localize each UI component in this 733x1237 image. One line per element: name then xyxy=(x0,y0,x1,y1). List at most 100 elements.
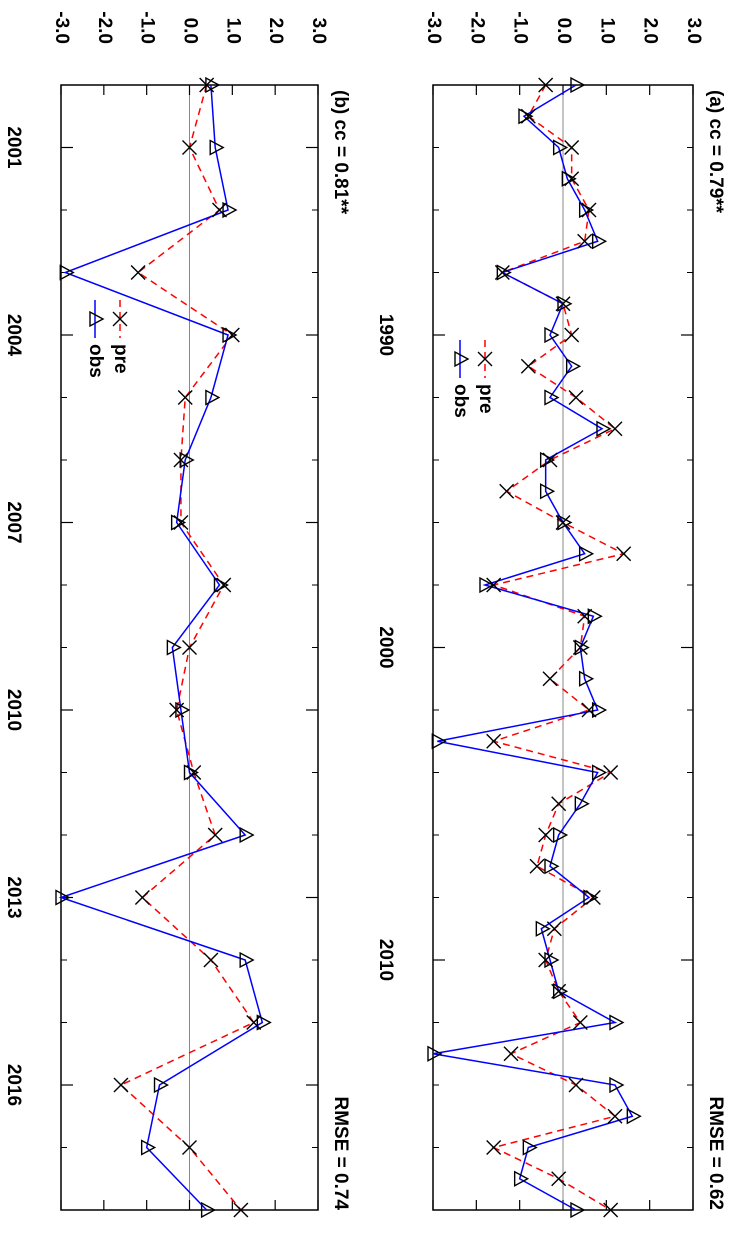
y-tick-label: 3.0 xyxy=(308,18,329,44)
legend-label: pre xyxy=(110,344,131,374)
marker xyxy=(177,390,193,405)
annotation: RMSE = 0.62 xyxy=(705,1096,726,1210)
y-tick-label: 1.0 xyxy=(596,18,617,44)
marker xyxy=(564,327,580,343)
y-tick-label: -2.0 xyxy=(466,11,487,44)
marker xyxy=(577,608,593,624)
marker xyxy=(544,858,560,875)
marker xyxy=(479,576,495,594)
marker xyxy=(166,639,182,656)
marker xyxy=(59,264,75,281)
marker xyxy=(170,514,187,531)
marker xyxy=(561,170,577,187)
marker xyxy=(616,546,632,562)
legend-marker xyxy=(477,351,493,367)
legend-label: pre xyxy=(475,384,496,414)
marker xyxy=(544,389,560,406)
marker xyxy=(205,389,221,406)
x-tick-label: 2001 xyxy=(3,126,24,169)
marker xyxy=(581,702,597,718)
marker xyxy=(200,1201,217,1219)
legend-label: obs xyxy=(450,384,471,418)
marker xyxy=(565,358,582,375)
marker xyxy=(570,1201,586,1219)
marker xyxy=(551,1171,567,1187)
marker xyxy=(583,889,599,906)
marker xyxy=(222,201,238,219)
marker xyxy=(153,1076,169,1094)
marker xyxy=(179,451,195,469)
marker xyxy=(570,76,586,94)
marker xyxy=(233,1202,249,1218)
y-tick-label: -3.0 xyxy=(51,11,72,44)
marker xyxy=(486,1140,502,1155)
x-tick-label: 2010 xyxy=(375,939,396,981)
x-tick-label: 2007 xyxy=(3,501,24,543)
y-tick-label: 3.0 xyxy=(683,18,704,44)
marker xyxy=(183,764,199,781)
marker xyxy=(427,1045,443,1062)
marker xyxy=(574,795,590,812)
y-tick-label: 0.0 xyxy=(179,18,200,44)
x-tick-label: 2013 xyxy=(3,876,24,918)
marker xyxy=(134,890,150,905)
marker xyxy=(182,140,197,155)
marker xyxy=(203,952,219,968)
marker xyxy=(256,1014,272,1031)
marker xyxy=(578,670,595,687)
marker xyxy=(503,1046,519,1062)
y-tick-label: -1.0 xyxy=(137,11,158,44)
marker xyxy=(544,326,560,344)
marker xyxy=(222,326,238,344)
marker xyxy=(113,1077,129,1093)
marker xyxy=(609,1076,625,1094)
marker xyxy=(578,545,595,562)
marker xyxy=(591,233,608,250)
marker xyxy=(246,1015,262,1030)
marker xyxy=(603,1202,619,1218)
y-tick-label: -1.0 xyxy=(510,11,531,44)
marker xyxy=(538,827,554,843)
y-tick-label: 0.0 xyxy=(553,18,574,44)
y-tick-label: 2.0 xyxy=(265,18,286,44)
marker xyxy=(539,483,556,500)
marker xyxy=(546,921,562,937)
marker xyxy=(535,920,551,937)
marker xyxy=(578,201,595,219)
y-tick-label: -3.0 xyxy=(423,11,444,44)
x-tick-label: 2000 xyxy=(375,626,396,668)
marker xyxy=(572,1015,588,1030)
marker xyxy=(211,202,227,218)
x-tick-label: 2004 xyxy=(3,314,24,357)
series-line xyxy=(119,84,255,1211)
marker xyxy=(182,1140,197,1155)
marker xyxy=(513,1170,530,1187)
marker xyxy=(522,1139,538,1156)
marker xyxy=(55,889,71,906)
marker xyxy=(626,1108,642,1125)
marker xyxy=(557,295,573,312)
marker xyxy=(239,951,255,969)
marker xyxy=(539,451,556,469)
marker xyxy=(175,701,191,719)
marker xyxy=(574,639,590,656)
marker xyxy=(542,671,558,687)
series-line xyxy=(432,84,634,1211)
marker xyxy=(529,858,545,874)
marker xyxy=(213,576,229,594)
y-tick-label: 1.0 xyxy=(222,18,243,44)
marker xyxy=(591,701,608,719)
panel-title: (a) cc = 0.79** xyxy=(705,90,726,214)
x-tick-label: 1990 xyxy=(375,314,396,356)
marker xyxy=(520,358,536,374)
marker xyxy=(557,514,573,531)
marker xyxy=(609,1014,625,1031)
marker xyxy=(587,608,603,625)
marker xyxy=(209,139,225,156)
marker xyxy=(568,390,584,405)
marker xyxy=(596,420,612,437)
legend-label: obs xyxy=(85,344,106,378)
marker xyxy=(544,951,560,969)
marker xyxy=(239,826,255,844)
